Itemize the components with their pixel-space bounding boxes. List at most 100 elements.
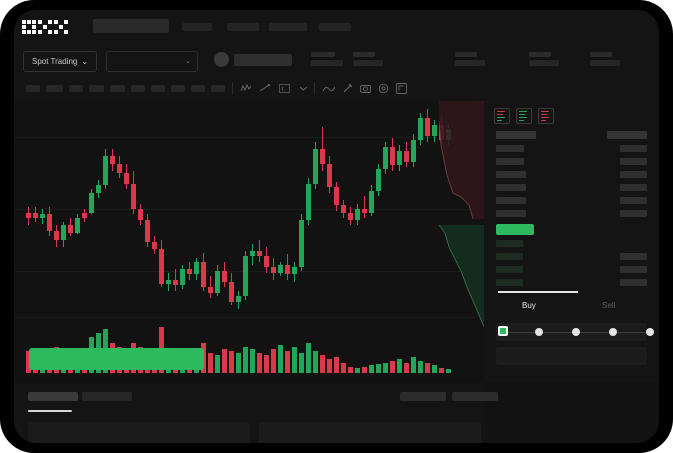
okx-logo[interactable] [22,20,68,34]
bottom-tab-1[interactable] [28,392,78,401]
stepper-dot[interactable] [572,328,580,336]
order-amount-input[interactable] [496,347,647,365]
toolbar-chip-6[interactable] [131,85,145,92]
stepper-dot[interactable] [609,328,617,336]
price-chart[interactable] [14,101,474,382]
candlestick-series [14,101,474,311]
order-book-ask-amount[interactable] [620,158,647,165]
order-book-ask-row[interactable] [496,145,524,152]
magnet-icon[interactable] [341,82,354,95]
order-book-bid-row[interactable] [496,253,523,260]
order-book-bid-row[interactable] [496,279,523,286]
nav-item-3[interactable] [269,23,307,31]
order-book-current-price[interactable] [496,224,534,235]
toolbar-chip-10[interactable] [211,85,225,92]
order-book-ask-row[interactable] [496,184,526,191]
candle [131,101,136,309]
candle [390,101,395,309]
toolbar-chip-1[interactable] [26,85,40,92]
stepper-dot[interactable] [535,328,543,336]
grid-line [14,137,474,138]
volume-bar [425,363,430,373]
volume-bar [397,359,402,373]
volume-bar [390,361,395,373]
toolbar-chip-5[interactable] [110,85,125,92]
bottom-panel-right[interactable] [259,422,481,443]
stat-label [455,52,477,57]
order-book-bid-amount[interactable] [620,266,647,273]
logo-glyph-x [54,20,68,34]
candle [173,101,178,309]
stepper-dot[interactable] [646,328,654,336]
order-book-ask-amount[interactable] [620,171,647,178]
candle [376,101,381,309]
tab-sell[interactable]: Sell [602,301,616,310]
bottom-action-1[interactable] [400,392,446,401]
toolbar-chip-9[interactable] [191,85,205,92]
book-bids-icon[interactable] [516,108,532,124]
candle [236,101,241,309]
toolbar-chip-4[interactable] [89,85,104,92]
candle [257,101,262,309]
order-book-ask-row[interactable] [496,197,526,204]
nav-item-2[interactable] [227,23,259,31]
stepper-dot-active[interactable] [498,326,508,336]
candle [180,101,185,309]
camera-icon[interactable] [359,82,372,95]
order-book-bid-row[interactable] [496,266,523,273]
stat-block-3 [455,52,485,66]
order-book-bid-row[interactable] [496,240,523,247]
candle [47,101,52,309]
toolbar-chip-2[interactable] [46,85,63,92]
candle [96,101,101,309]
fullscreen-icon[interactable] [395,82,408,95]
pair-avatar [214,52,229,67]
order-book-ask-amount[interactable] [620,197,647,204]
bottom-action-2[interactable] [452,392,498,401]
book-asks-icon[interactable] [538,108,554,124]
order-book-ask-amount[interactable] [620,184,647,191]
candle [355,101,360,309]
logo-glyph-k [38,20,52,34]
market-pair-select[interactable]: ⌄ [106,51,198,72]
toolbar-divider [314,82,315,95]
nav-item-1[interactable] [182,23,212,31]
candle [383,101,388,309]
stat-label [353,52,375,57]
chevron-down-icon[interactable] [297,82,310,95]
bottom-tab-2[interactable] [82,392,132,401]
primary-cta-button[interactable] [29,348,204,370]
order-book-bid-amount[interactable] [620,253,647,260]
trend-line-icon[interactable] [259,82,272,95]
toolbar-chip-7[interactable] [151,85,165,92]
candle [425,101,430,309]
candle [299,101,304,309]
book-both-icon[interactable] [494,108,510,124]
candle [243,101,248,309]
stat-value [590,60,620,66]
stat-block-1 [311,52,343,66]
volume-bar [271,349,276,373]
order-book-ask-amount[interactable] [620,210,647,217]
order-book-ask-row[interactable] [496,210,526,217]
candle [418,101,423,309]
candle [40,101,45,309]
spot-trading-selector[interactable]: Spot Trading ⌄ [23,51,98,72]
settings-gear-icon[interactable] [377,82,390,95]
order-book-bid-amount[interactable] [620,279,647,286]
tab-buy[interactable]: Buy [522,301,536,310]
order-book-ask-amount[interactable] [620,145,647,152]
order-book-ask-row[interactable] [496,158,524,165]
order-book-ask-row[interactable] [496,171,526,178]
candle [159,101,164,309]
zigzag-line-icon[interactable] [240,82,253,95]
nav-item-4[interactable] [319,23,351,31]
toolbar-chip-3[interactable] [69,85,83,92]
volume-bar [327,359,332,373]
bottom-panel-left[interactable] [28,422,250,443]
wave-line-icon[interactable] [322,82,335,95]
toolbar-chip-8[interactable] [171,85,185,92]
volume-bar [250,349,255,373]
search-input[interactable] [93,19,169,33]
text-tool-icon[interactable]: t [278,82,291,95]
